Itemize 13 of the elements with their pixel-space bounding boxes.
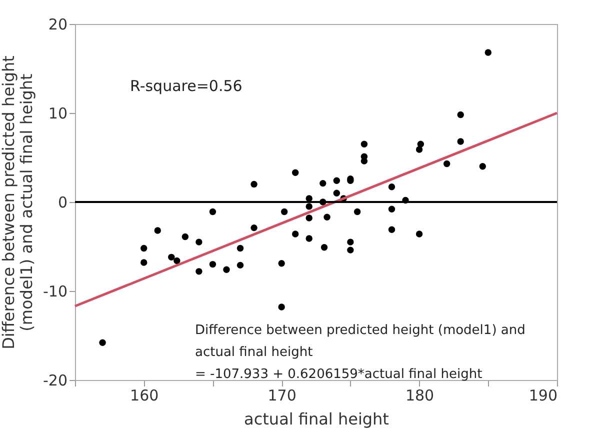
annotation: R-square=0.56: [130, 77, 242, 95]
y-tick-label: 20: [48, 16, 68, 34]
x-tick-label: 180: [405, 386, 434, 404]
x-tick-label: 170: [268, 386, 296, 404]
annotation: Difference between predicted height (model1) and actual final height = -107.933 + 0.6206159*actual final height: [195, 323, 526, 382]
y-tick-label: -20: [43, 372, 68, 390]
y-tick-label: 10: [48, 104, 68, 122]
x-tick-label: 190: [528, 386, 558, 404]
y-tick-label: -10: [43, 282, 68, 300]
x-axis-title: actual final height: [244, 410, 389, 428]
y-tick-label: 0: [58, 194, 68, 212]
x-tick-label: 160: [130, 386, 159, 404]
y-axis-title: Difference between predicted height (model1) and actual final height: [0, 56, 36, 350]
